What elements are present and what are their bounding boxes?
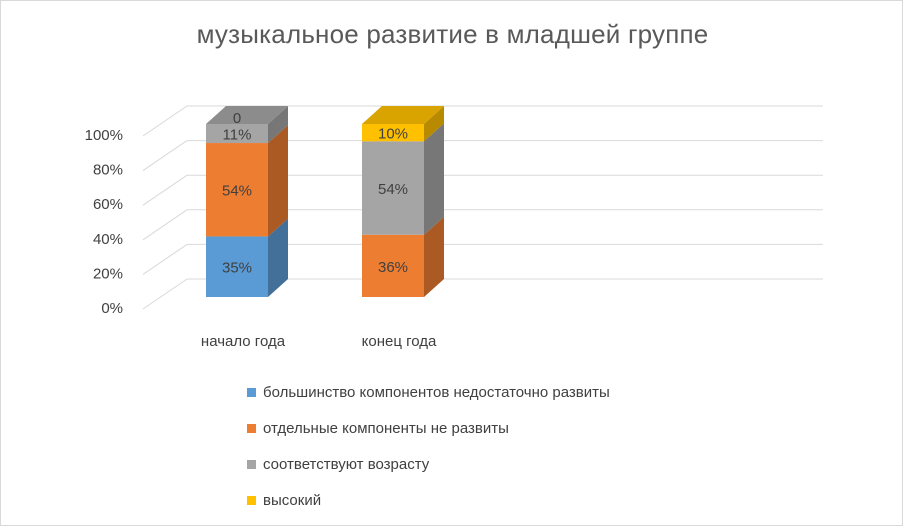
data-label: 0 [233, 110, 241, 127]
legend-item: высокий [247, 491, 610, 509]
bar-segment [362, 141, 424, 235]
bar-segment [362, 234, 424, 297]
legend-swatch [247, 423, 256, 433]
legend-item: большинство компонентов недостаточно раз… [247, 383, 610, 401]
bar-side [424, 123, 444, 235]
gridline-diagonal [142, 105, 188, 137]
gridline-diagonal [142, 278, 188, 310]
chart-title: музыкальное развитие в младшей группе [196, 19, 709, 49]
data-label: 36% [378, 259, 408, 276]
y-tick-label: 0% [101, 300, 123, 317]
legend-swatch [247, 387, 256, 397]
legend-label: большинство компонентов недостаточно раз… [263, 383, 610, 401]
bar-top [362, 106, 444, 124]
data-label: 54% [222, 183, 252, 200]
bar-segment [362, 124, 424, 142]
legend-label: высокий [263, 491, 322, 509]
legend-label: соответствуют возрасту [263, 455, 430, 473]
gridline-diagonal [142, 174, 188, 206]
legend-label: отдельные компоненты не развиты [263, 419, 509, 437]
y-tick-label: 40% [93, 231, 123, 248]
y-tick-label: 100% [85, 127, 123, 144]
legend-item: соответствуют возрасту [247, 455, 610, 473]
data-label: 35% [222, 260, 252, 277]
bar-segment [206, 124, 268, 144]
bar-side [268, 218, 288, 297]
legend-swatch [247, 459, 256, 469]
y-tick-label: 80% [93, 162, 123, 179]
data-label: 10% [378, 126, 408, 143]
y-tick-label: 20% [93, 265, 123, 282]
bar-segment [206, 143, 268, 237]
gridline-diagonal [142, 243, 188, 275]
gridline-diagonal [142, 140, 188, 172]
bar-segment [206, 236, 268, 297]
bar-side [424, 216, 444, 297]
legend-item: отдельные компоненты не развиты [247, 419, 610, 437]
bar-side [268, 106, 288, 144]
data-label: 11% [223, 127, 252, 144]
bar-top [206, 106, 288, 124]
y-tick-label: 60% [93, 196, 123, 213]
chart-legend: большинство компонентов недостаточно раз… [247, 383, 610, 527]
x-tick-label: начало года [201, 333, 286, 350]
bar-side [424, 106, 444, 142]
bar-side [268, 125, 288, 237]
x-tick-label: конец года [362, 333, 437, 350]
data-label: 54% [378, 181, 408, 198]
gridline-diagonal [142, 209, 188, 241]
legend-swatch [247, 495, 256, 505]
